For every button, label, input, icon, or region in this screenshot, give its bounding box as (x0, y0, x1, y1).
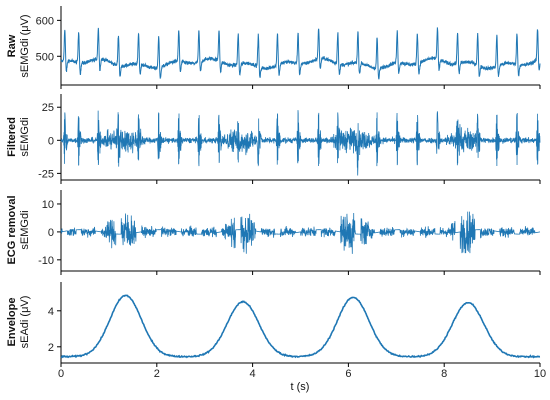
envelope-ytick-label-0: 2 (48, 342, 54, 354)
x-axis-label: t (s) (291, 381, 310, 393)
panel-raw: 500 600 Raw sEMGdi (μV) (6, 6, 541, 86)
raw-panel-title: Raw (6, 34, 18, 57)
xtick-label-5: 10 (534, 368, 546, 380)
ecg-removal-signal-line (60, 211, 541, 254)
xtick-label-4: 8 (441, 368, 447, 380)
panel-ecg-removal: -10 0 10 ECG removal sEMGdi (6, 190, 541, 272)
raw-ylabel: sEMGdi (μV) (19, 14, 31, 77)
raw-ytick-label-0: 500 (36, 51, 54, 63)
panel-envelope: 24 Envelope sEAdi (μV) (6, 282, 541, 364)
envelope-ytick-label-1: 4 (48, 306, 54, 318)
ecg_removal-ytick-label-2: 10 (42, 199, 54, 211)
ecg_removal-ytick-label-0: -10 (38, 255, 54, 267)
panel-filtered: -25 0 25 Filtered sEMGdi (6, 94, 541, 181)
xtick-label-2: 4 (250, 368, 256, 380)
filtered-ytick-label-1: 0 (48, 135, 54, 147)
raw-yticks: 500 600 (36, 15, 61, 63)
ecg_removal-ytick-label-1: 0 (48, 227, 54, 239)
ecg-removal-ylabel: sEMGdi (19, 210, 31, 249)
raw-ytick-label-1: 600 (36, 15, 54, 27)
ecg-removal-panel-title: ECG removal (6, 195, 18, 264)
envelope-ylabel: sEAdi (μV) (19, 296, 31, 349)
filtered-panel-title: Filtered (6, 117, 18, 157)
envelope-axis-frame (60, 282, 540, 364)
ecg-removal-yticks: -10 0 10 (38, 199, 61, 267)
xtick-label-1: 2 (154, 368, 160, 380)
xtick-label-0: 0 (58, 368, 64, 380)
filtered-ylabel: sEMGdi (19, 117, 31, 156)
xtick-label-3: 6 (345, 368, 351, 380)
raw-signal-line (60, 27, 541, 80)
filtered-ytick-label-0: -25 (38, 168, 54, 180)
filtered-yticks: -25 0 25 (38, 102, 61, 180)
envelope-signal-line (60, 294, 541, 359)
envelope-yticks: 24 (48, 306, 61, 354)
filtered-signal-line (60, 110, 541, 176)
filtered-ytick-label-2: 25 (42, 102, 54, 114)
x-axis: 0 2 4 6 8 10 (58, 85, 546, 380)
envelope-panel-title: Envelope (6, 298, 18, 347)
